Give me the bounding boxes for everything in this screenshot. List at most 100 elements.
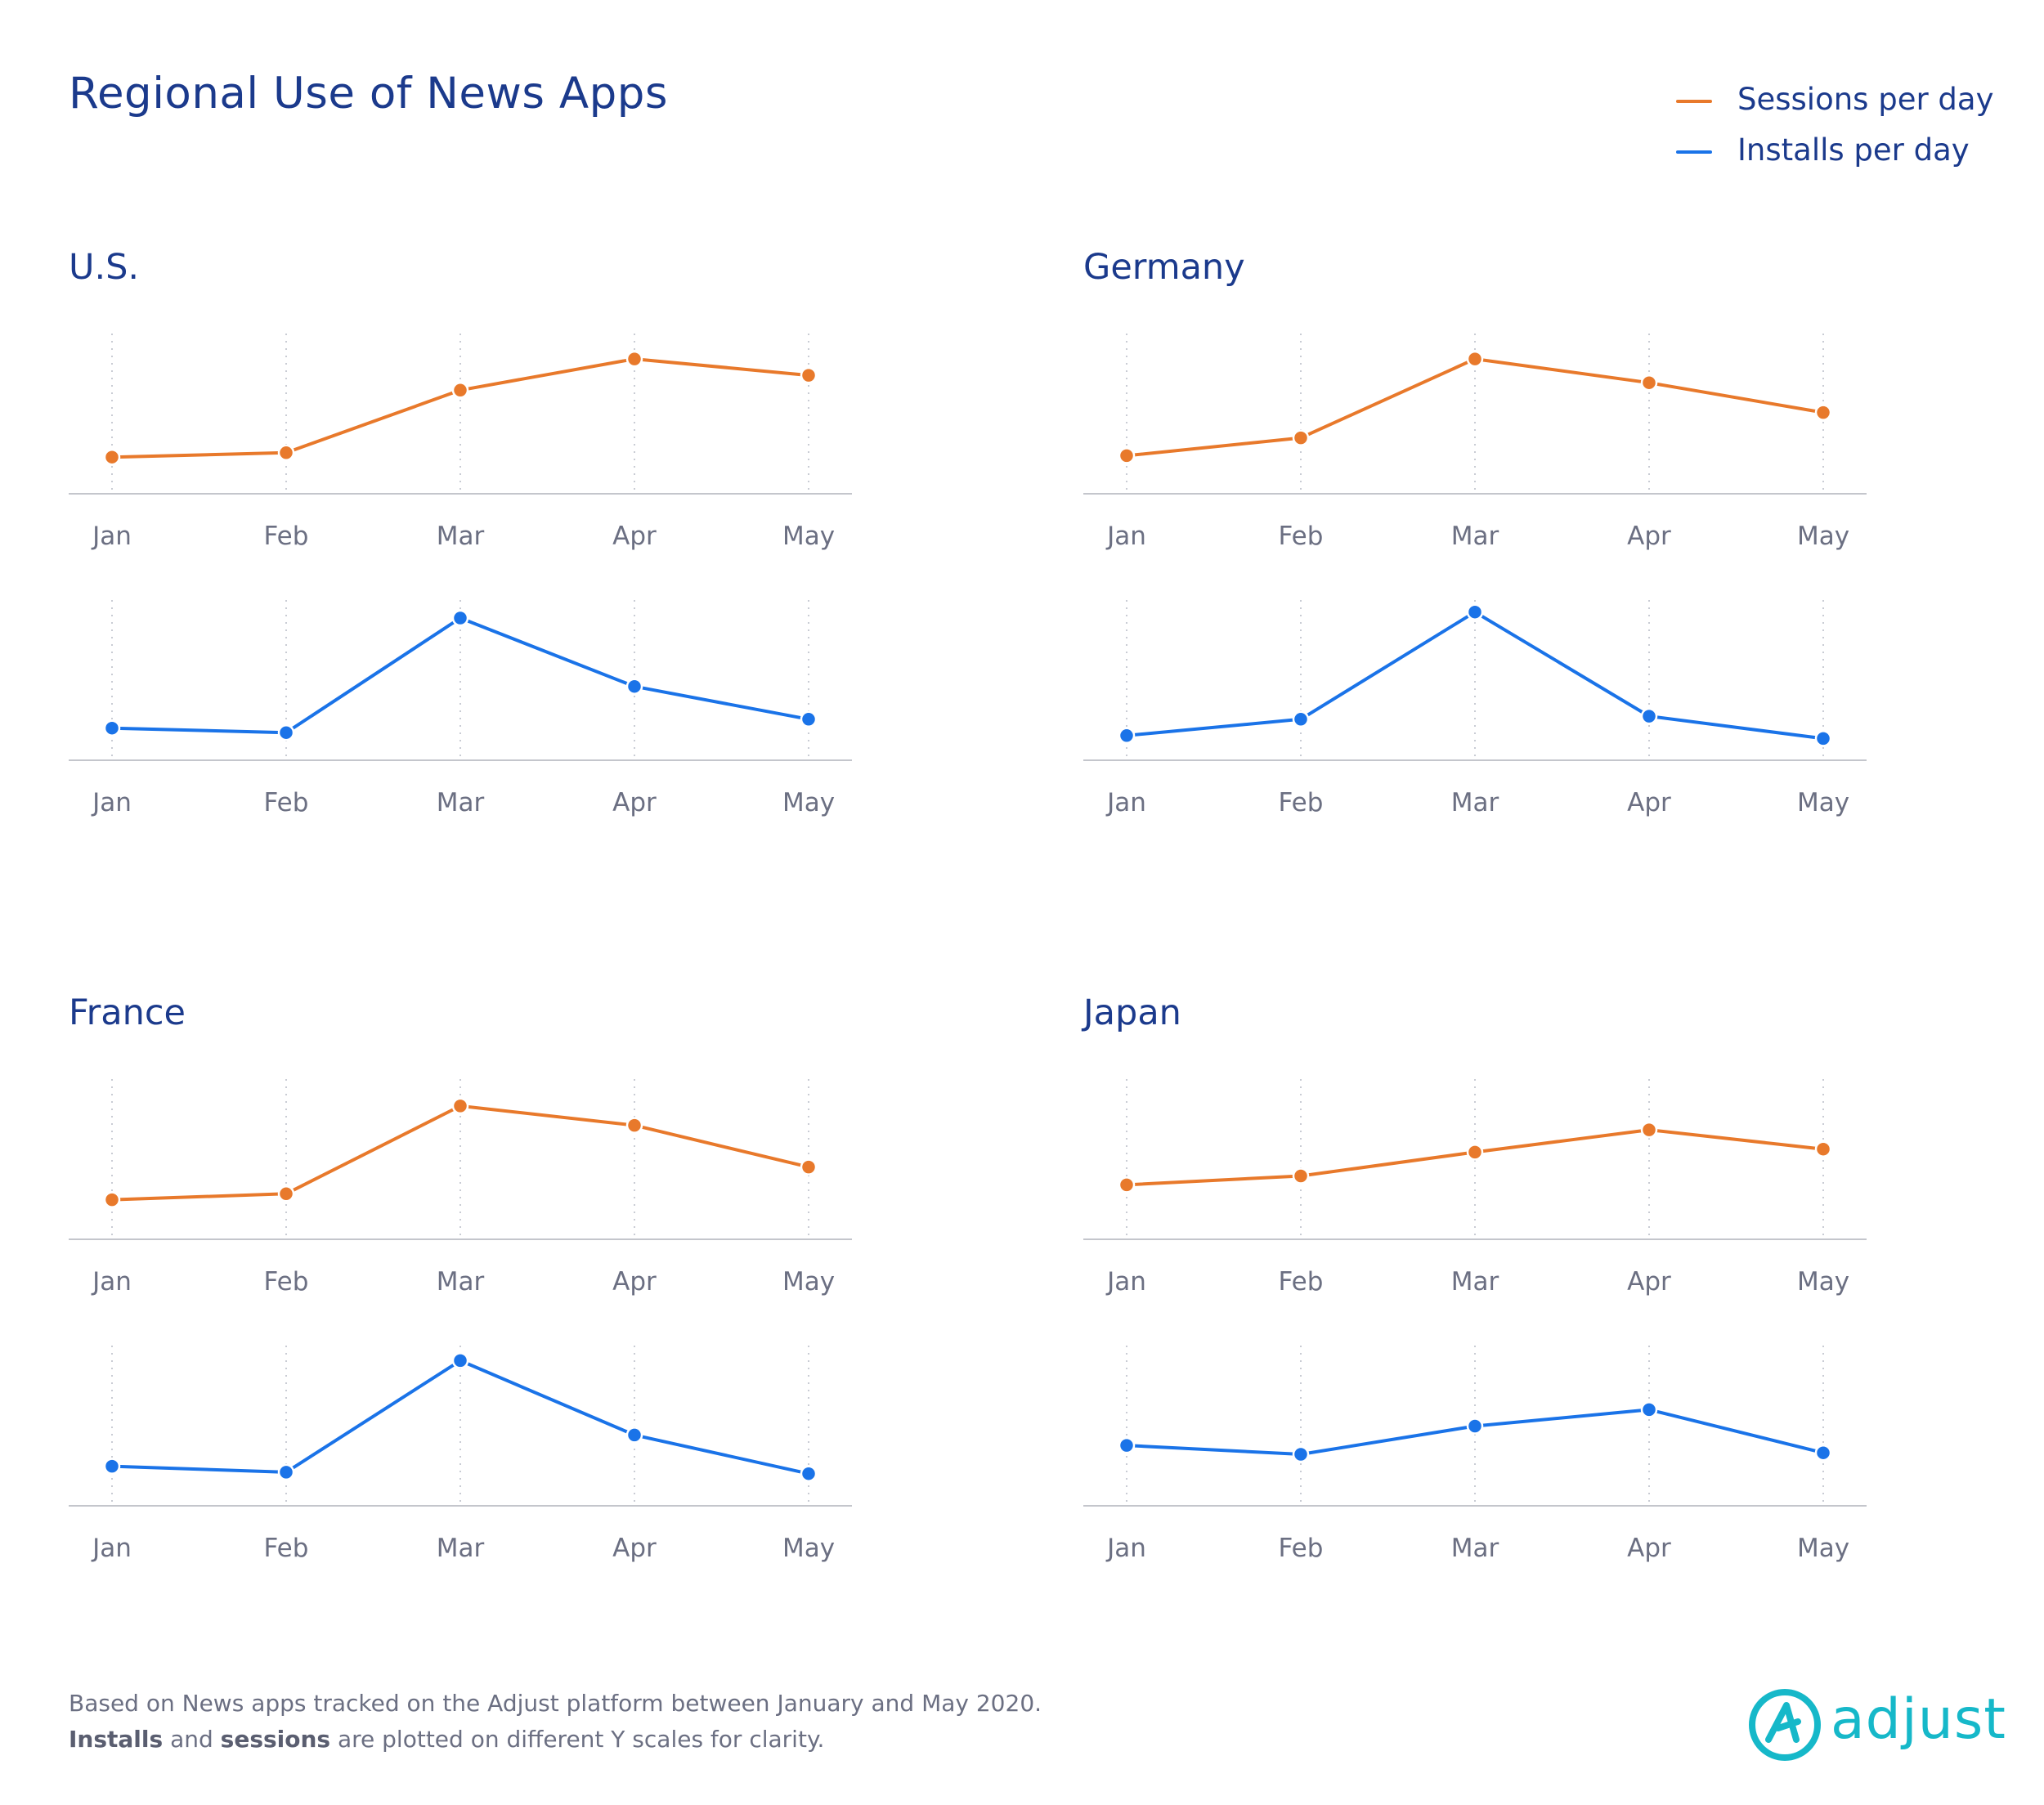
tick-label-us-sessions-apr: Apr [612,522,657,551]
tick-label-germany-installs-mar: Mar [1451,788,1499,817]
data-point-us-sessions-jan [103,448,121,466]
tick-label-japan-installs-mar: Mar [1451,1534,1499,1563]
tick-label-japan-sessions-feb: Feb [1279,1267,1324,1297]
tick-label-france-sessions-mar: Mar [437,1267,485,1297]
tick-label-japan-sessions-apr: Apr [1627,1267,1671,1297]
series-line-us-installs [110,616,810,735]
footnote-line-2: Installs and sessions are plotted on dif… [69,1722,1042,1758]
adjust-logo: adjust [1746,1684,2006,1766]
tick-label-germany-sessions-may: May [1797,522,1849,551]
data-point-germany-installs-may [1814,730,1832,747]
data-point-japan-installs-jan [1118,1436,1136,1454]
tick-label-germany-sessions-apr: Apr [1627,522,1671,551]
tick-label-germany-installs-feb: Feb [1279,788,1324,817]
tick-label-japan-sessions-jan: Jan [1105,1267,1146,1297]
footnote-rest: are plotted on different Y scales for cl… [330,1726,825,1753]
data-point-germany-sessions-feb [1292,429,1310,446]
legend: Sessions per day Installs per day [1668,78,2028,180]
tick-label-us-installs-jan: Jan [91,788,132,817]
data-point-us-installs-may [800,710,818,728]
legend-label-sessions: Sessions per day [1737,82,1994,117]
footnote: Based on News apps tracked on the Adjust… [69,1686,1042,1758]
tick-label-japan-sessions-may: May [1797,1267,1849,1297]
data-point-germany-sessions-apr [1640,374,1658,392]
tick-label-us-sessions-feb: Feb [264,522,309,551]
region-title-us: U.S. [69,247,140,288]
tick-label-germany-sessions-mar: Mar [1451,522,1499,551]
tick-label-japan-installs-jan: Jan [1105,1534,1146,1563]
data-point-france-installs-feb [277,1463,295,1481]
tick-label-france-installs-jan: Jan [91,1534,132,1563]
footnote-installs: Installs [69,1726,164,1753]
data-point-france-sessions-feb [277,1185,295,1203]
footnote-line-1: Based on News apps tracked on the Adjust… [69,1690,1042,1717]
data-point-japan-sessions-apr [1640,1121,1658,1139]
data-point-us-installs-feb [277,723,295,741]
tick-label-france-sessions-apr: Apr [612,1267,657,1297]
legend-swatch-installs [1676,150,1712,154]
tick-label-us-installs-feb: Feb [264,788,309,817]
legend-swatch-sessions [1676,100,1712,103]
data-point-france-sessions-mar [451,1097,469,1115]
tick-label-japan-sessions-mar: Mar [1451,1267,1499,1297]
tick-label-france-sessions-jan: Jan [91,1267,132,1297]
data-point-france-sessions-jan [103,1191,121,1208]
tick-label-germany-sessions-jan: Jan [1105,522,1146,551]
tick-label-us-sessions-jan: Jan [91,522,132,551]
data-point-japan-installs-apr [1640,1401,1658,1418]
tick-label-germany-installs-may: May [1797,788,1849,817]
data-point-us-sessions-apr [625,350,643,368]
page-title: Regional Use of News Apps [69,69,668,119]
tick-label-germany-sessions-feb: Feb [1279,522,1324,551]
data-point-japan-sessions-feb [1292,1167,1310,1185]
data-point-france-installs-apr [625,1427,643,1444]
data-point-japan-sessions-jan [1118,1176,1136,1194]
data-point-france-sessions-may [800,1158,818,1176]
data-point-japan-installs-feb [1292,1445,1310,1463]
tick-label-us-sessions-may: May [782,522,835,551]
data-point-us-sessions-mar [451,382,469,399]
data-point-germany-installs-apr [1640,707,1658,725]
tick-label-japan-installs-feb: Feb [1279,1534,1324,1563]
region-title-france: France [69,992,186,1033]
data-point-germany-installs-mar [1466,603,1484,620]
data-point-us-installs-apr [625,678,643,695]
footnote-and: and [163,1726,221,1753]
data-point-france-installs-may [800,1465,818,1482]
data-point-us-installs-jan [103,719,121,737]
data-point-germany-sessions-may [1814,404,1832,421]
data-point-japan-sessions-may [1814,1140,1832,1158]
footnote-sessions: sessions [220,1726,331,1753]
data-point-us-installs-mar [451,609,469,627]
tick-label-japan-installs-may: May [1797,1534,1849,1563]
tick-label-us-sessions-mar: Mar [437,522,485,551]
legend-item-installs: Installs per day [1668,129,2028,180]
region-title-japan: Japan [1083,992,1181,1033]
tick-label-france-installs-mar: Mar [437,1534,485,1563]
adjust-logo-icon [1749,1689,1821,1761]
tick-label-france-sessions-may: May [782,1267,835,1297]
data-point-germany-sessions-mar [1466,350,1484,368]
data-point-japan-installs-mar [1466,1418,1484,1435]
adjust-logo-text: adjust [1831,1687,2006,1752]
data-point-us-sessions-may [800,366,818,384]
region-title-germany: Germany [1083,247,1245,288]
data-point-germany-installs-jan [1118,727,1136,745]
legend-label-installs: Installs per day [1737,132,1970,168]
tick-label-france-installs-feb: Feb [264,1534,309,1563]
tick-label-france-installs-may: May [782,1534,835,1563]
data-point-germany-sessions-jan [1118,447,1136,464]
legend-item-sessions: Sessions per day [1668,78,2028,129]
data-point-france-installs-mar [451,1352,469,1369]
tick-label-us-installs-may: May [782,788,835,817]
data-point-france-sessions-apr [625,1117,643,1134]
tick-label-france-installs-apr: Apr [612,1534,657,1563]
tick-label-germany-installs-jan: Jan [1105,788,1146,817]
tick-label-germany-installs-apr: Apr [1627,788,1671,817]
tick-label-japan-installs-apr: Apr [1627,1534,1671,1563]
data-point-japan-sessions-mar [1466,1144,1484,1161]
data-point-germany-installs-feb [1292,710,1310,728]
data-point-us-sessions-feb [277,444,295,462]
tick-label-france-sessions-feb: Feb [264,1267,309,1297]
